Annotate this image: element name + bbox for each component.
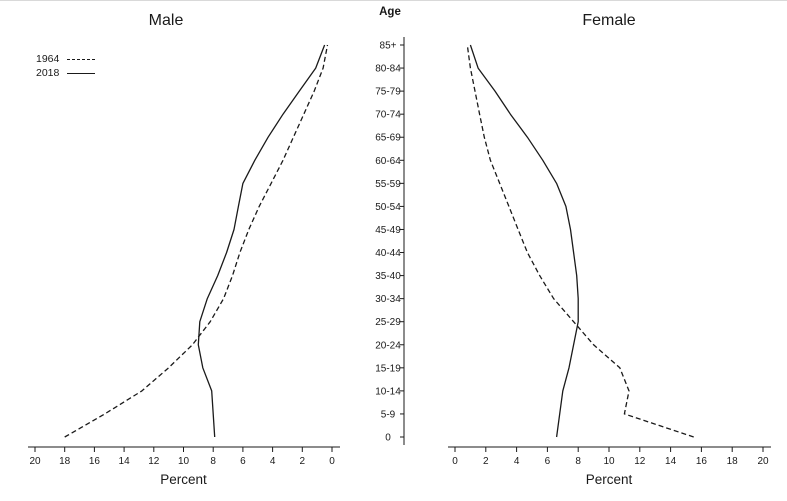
male-percent-axis-label: Percent (160, 472, 207, 487)
age-axis-title: Age (379, 6, 401, 18)
female-2018-series-line (469, 44, 579, 438)
age-tick-label: 10-14 (375, 386, 401, 397)
age-tick-label: 20-24 (375, 340, 401, 351)
age-tick-label: 25-29 (375, 317, 401, 328)
age-tick-label: 5-9 (381, 409, 396, 420)
male-x-tick-label: 18 (59, 456, 71, 467)
male-x-tick-label: 16 (89, 456, 101, 467)
age-tick-label: 50-54 (375, 202, 401, 213)
male-panel-title: Male (148, 12, 184, 29)
age-tick-label: 30-34 (375, 294, 401, 305)
legend: 1964 2018 (36, 52, 95, 80)
male-x-tick-label: 2 (300, 456, 306, 467)
female-x-tick-label: 2 (483, 456, 489, 467)
dashed-line-sample-icon (67, 58, 95, 60)
age-tick-label: 75-79 (375, 87, 401, 98)
male-x-tick-label: 20 (29, 456, 41, 467)
solid-line-sample-icon (67, 72, 95, 74)
legend-label-2018: 2018 (36, 67, 60, 79)
female-x-tick-label: 14 (665, 456, 677, 467)
age-tick-label: 85+ (380, 41, 397, 52)
age-tick-label: 70-74 (375, 110, 401, 121)
male-x-tick-label: 4 (270, 456, 276, 467)
female-x-tick-label: 0 (452, 456, 458, 467)
male-1964-series-line (64, 44, 329, 438)
age-tick-label: 0 (385, 433, 391, 444)
age-tick-label: 45-49 (375, 225, 401, 236)
male-x-tick-label: 8 (210, 456, 216, 467)
legend-item-2018: 2018 (36, 66, 95, 80)
male-x-tick-label: 12 (148, 456, 160, 467)
female-panel-title: Female (582, 12, 636, 29)
female-x-tick-label: 4 (514, 456, 520, 467)
female-x-tick-label: 16 (696, 456, 708, 467)
female-x-tick-label: 20 (757, 456, 769, 467)
age-tick-label: 65-69 (375, 133, 401, 144)
female-x-tick-label: 10 (603, 456, 615, 467)
legend-item-1964: 1964 (36, 52, 95, 66)
female-x-tick-label: 8 (575, 456, 581, 467)
male-x-tick-label: 0 (329, 456, 335, 467)
female-x-tick-label: 6 (545, 456, 551, 467)
age-tick-label: 15-19 (375, 363, 401, 374)
age-tick-label: 35-40 (375, 271, 401, 282)
male-x-tick-label: 6 (240, 456, 246, 467)
male-x-tick-label: 14 (119, 456, 131, 467)
age-tick-label: 60-64 (375, 156, 401, 167)
female-x-tick-label: 18 (727, 456, 739, 467)
female-percent-axis-label: Percent (585, 472, 633, 487)
legend-label-1964: 1964 (36, 53, 60, 65)
male-x-tick-label: 10 (178, 456, 190, 467)
male-2018-series-line (197, 44, 326, 438)
age-tick-label: 80-84 (375, 64, 401, 75)
age-tick-label: 40-44 (375, 248, 401, 259)
age-tick-label: 55-59 (375, 179, 401, 190)
female-1964-series-line (466, 44, 694, 438)
female-x-tick-label: 12 (634, 456, 646, 467)
